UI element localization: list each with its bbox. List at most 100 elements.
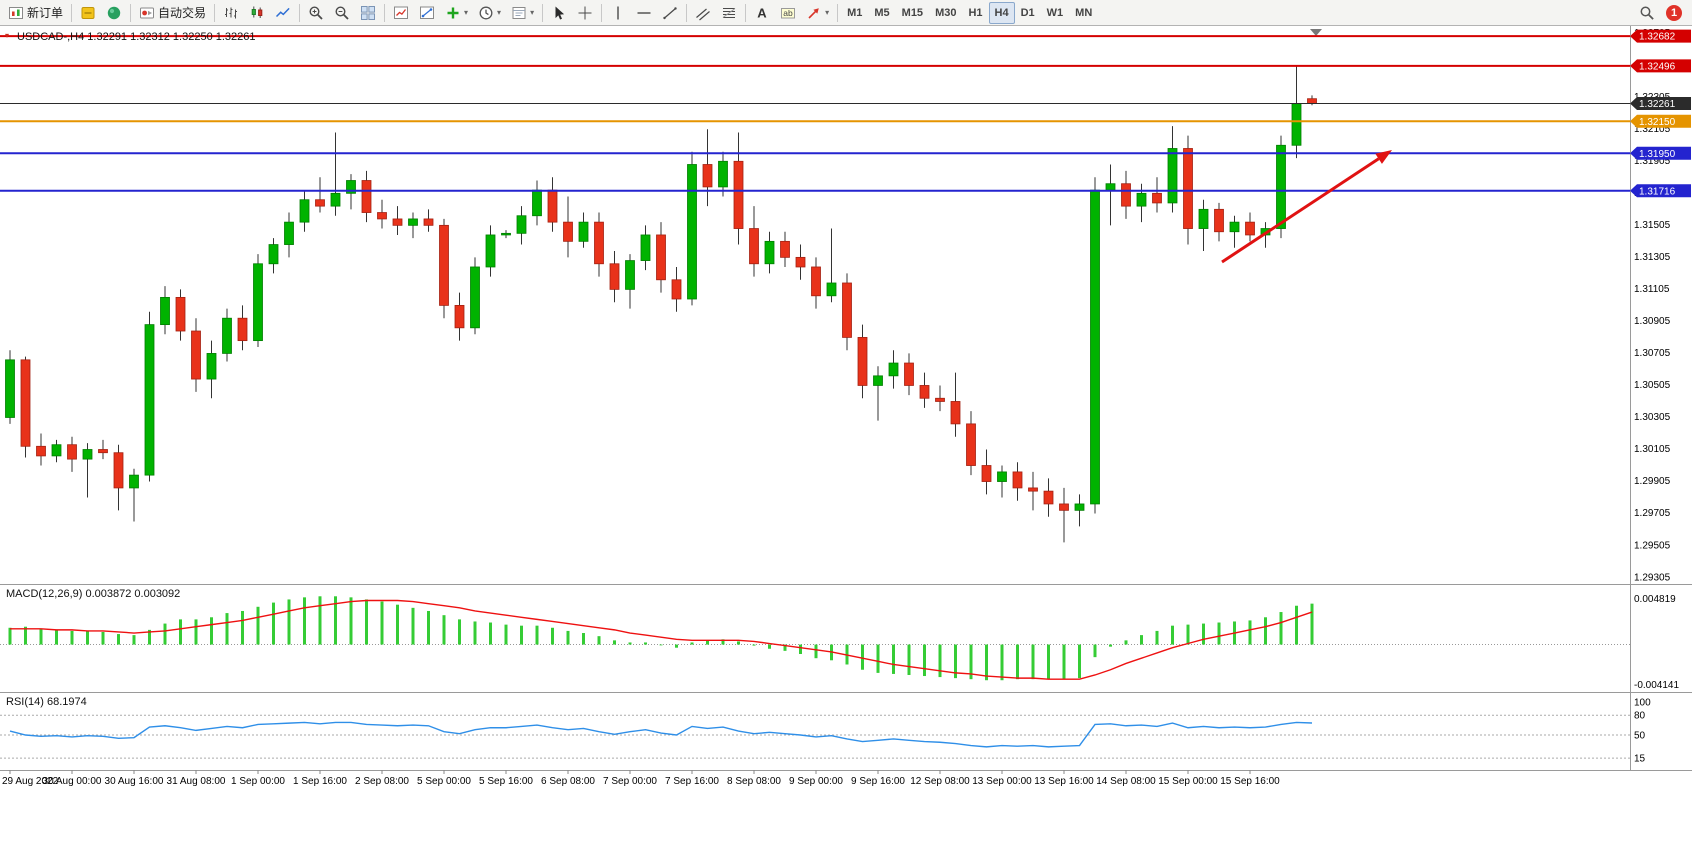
svg-text:1.31105: 1.31105 [1634,284,1670,295]
pane-dividers [0,26,1692,771]
vertical-line-button[interactable] [605,2,631,24]
svg-text:1.32105: 1.32105 [1634,124,1671,135]
svg-text:1.29505: 1.29505 [1634,540,1671,551]
templates-button[interactable]: ▾ [506,2,539,24]
mql5-icon [106,5,122,21]
time-label: 14 Sep 08:00 [1096,776,1156,787]
price-tag [1630,96,1691,110]
zoom-out-icon [334,5,350,21]
svg-text:1.31305: 1.31305 [1634,252,1671,263]
timeframe-h1-button[interactable]: H1 [962,2,988,24]
timeframe-m15-button[interactable]: M15 [896,2,929,24]
indicators-button[interactable] [388,2,414,24]
periods-button[interactable]: ▾ [473,2,506,24]
chart-canvas[interactable]: 1.29305 1.29505 1.29705 1.29905 1.30105 1.303… [0,26,1692,852]
cursor-button[interactable] [546,2,572,24]
timeframe-d1-button[interactable]: D1 [1015,2,1041,24]
time-label: 2 Sep 08:00 [355,776,409,787]
timeframe-m1-button[interactable]: M1 [841,2,868,24]
fibonacci-button[interactable] [716,2,742,24]
notifications-badge[interactable]: 1 [1666,4,1682,21]
time-label: 13 Sep 00:00 [972,776,1032,787]
mql5-community-button[interactable] [101,2,127,24]
toolbar-separator [214,3,216,22]
time-label: 29 Aug 2022 [2,776,59,787]
timeframe-mn-button[interactable]: MN [1069,2,1098,24]
crosshair-icon [577,5,593,21]
toolbar-separator [745,3,747,22]
crosshair-button[interactable] [572,2,598,24]
tile-windows-button[interactable] [355,2,381,24]
price-tag [1630,59,1691,73]
svg-text:1.31905: 1.31905 [1634,156,1671,167]
svg-text:1.31505: 1.31505 [1634,220,1671,231]
time-label: 15 Sep 00:00 [1158,776,1218,787]
time-label: 9 Sep 00:00 [789,776,843,787]
zoom-in-button[interactable] [303,2,329,24]
svg-text:1.30505: 1.30505 [1634,380,1671,391]
channel-button[interactable] [690,2,716,24]
chart-background[interactable] [0,26,1692,852]
svg-text:15: 15 [1634,754,1646,765]
toolbar-separator [71,3,73,22]
add-indicator-button[interactable]: ▾ [440,2,473,24]
zoom-out-button[interactable] [329,2,355,24]
text-button[interactable]: A [749,2,775,24]
toolbar-separator [837,3,839,22]
svg-text:1.30905: 1.30905 [1634,316,1671,327]
bar-chart-button[interactable] [218,2,244,24]
new-order-button-label: 新订单 [27,6,64,20]
fibonacci-icon [721,5,737,21]
time-label: 1 Sep 00:00 [231,776,285,787]
timeframe-m30-button[interactable]: M30 [929,2,962,24]
toolbar-separator [130,3,132,22]
toolbar-right-group: 1 [1634,2,1689,24]
price-tag [1630,29,1691,43]
time-label: 7 Sep 00:00 [603,776,657,787]
time-label: 6 Sep 08:00 [541,776,595,787]
timeframe-w1-button-label: W1 [1046,6,1064,19]
timeframe-w1-button[interactable]: W1 [1041,2,1070,24]
chart-shift-marker-icon[interactable] [1310,29,1322,36]
trendline-button[interactable] [657,2,683,24]
metaeditor-icon [80,5,96,21]
autotrading-button[interactable]: 自动交易 [134,2,211,24]
toolbar-separator [601,3,603,22]
dropdown-arrow-icon: ▾ [825,8,830,17]
bar-chart-icon [223,5,239,21]
timeframe-m5-button[interactable]: M5 [868,2,895,24]
timeframe-m15-button-label: M15 [901,6,924,19]
hline-icon [636,5,652,21]
toolbar-separator [542,3,544,22]
text-label-button[interactable]: ab [775,2,801,24]
candlestick-chart-button[interactable] [244,2,270,24]
metaeditor-button[interactable] [75,2,101,24]
svg-text:0.004819: 0.004819 [1634,594,1676,605]
svg-text:1.29905: 1.29905 [1634,476,1671,487]
new-order-button[interactable]: 新订单 [3,2,68,24]
svg-text:80: 80 [1634,711,1646,722]
trend-arrow[interactable] [1221,150,1392,264]
svg-text:1.29305: 1.29305 [1634,572,1671,583]
line-chart-button[interactable] [270,2,296,24]
new-order-icon [8,5,24,21]
arrows-icon [806,5,822,21]
timeframe-d1-button-label: D1 [1020,6,1035,19]
timeframe-h4-button-label: H4 [994,6,1009,19]
autotrading-icon [139,5,155,21]
chart-title: USDCAD-,H4 1.32291 1.32312 1.32250 1.322… [17,31,256,43]
timeframe-m5-button-label: M5 [874,6,890,19]
timeframe-h4-button[interactable]: H4 [988,1,1015,24]
search-button[interactable] [1634,2,1660,24]
autotrading-button-label: 自动交易 [158,6,207,20]
arrows-button[interactable]: ▾ [801,2,834,24]
horizontal-line-button[interactable] [631,2,657,24]
price-tag [1630,114,1691,128]
cursor-icon [551,5,567,21]
svg-text:1.30105: 1.30105 [1634,444,1671,455]
time-label: 12 Sep 08:00 [910,776,970,787]
chart-area[interactable]: 1.29305 1.29505 1.29705 1.29905 1.30105 1.303… [0,26,1692,852]
objects-list-button[interactable] [414,2,440,24]
toolbar-separator [686,3,688,22]
